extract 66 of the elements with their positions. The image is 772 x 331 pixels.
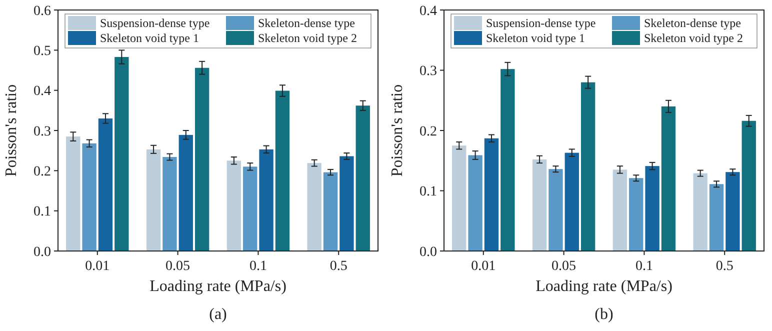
x-tick-label: 0.1: [635, 259, 653, 274]
bar: [500, 69, 515, 251]
y-axis-title: Poisson's ratio: [3, 84, 20, 177]
bar: [178, 134, 193, 251]
bar: [532, 159, 547, 251]
legend-label: Skeleton void type 2: [644, 31, 743, 45]
bar: [226, 160, 242, 251]
bar: [356, 106, 370, 251]
y-tick-label: 0.1: [34, 204, 51, 220]
bar: [243, 166, 258, 251]
bar: [484, 138, 499, 251]
bar: [259, 149, 274, 251]
legend-label: Skeleton void type 2: [258, 31, 357, 45]
bar: [612, 170, 628, 251]
y-tick-label: 0.0: [420, 244, 437, 260]
x-tick-label: 0.5: [716, 259, 734, 274]
legend-label: Skeleton void type 1: [100, 31, 199, 45]
x-axis-title: Loading rate (MPa/s): [150, 278, 286, 295]
y-tick-label: 0.4: [34, 84, 51, 100]
x-tick-label: 0.5: [330, 259, 348, 274]
legend-label: Suspension-dense type: [486, 16, 596, 30]
y-tick-label: 0.4: [420, 4, 437, 19]
x-tick-label: 0.05: [552, 259, 576, 274]
bar: [742, 120, 756, 251]
y-tick-label: 0.0: [34, 244, 51, 260]
x-tick-label: 0.05: [166, 259, 190, 274]
bar: [146, 149, 161, 251]
x-tick-label: 0.01: [471, 259, 496, 274]
legend-label: Suspension-dense type: [100, 16, 210, 30]
y-tick-label: 0.6: [34, 4, 51, 19]
y-axis-title: Poisson's ratio: [389, 84, 406, 177]
text: (b): [594, 306, 614, 323]
bar: [307, 163, 322, 251]
y-tick-label: 0.2: [34, 164, 51, 180]
y-tick-label: 0.1: [420, 184, 437, 200]
bar: [661, 106, 676, 251]
y-tick-label: 0.5: [34, 44, 51, 60]
bar: [468, 155, 482, 251]
y-tick-label: 0.3: [420, 64, 437, 80]
text: (a): [209, 306, 227, 323]
bar: [114, 56, 129, 251]
x-tick-label: 0.1: [249, 259, 267, 274]
bar: [275, 90, 290, 251]
bar: [580, 82, 596, 251]
bar: [452, 146, 466, 251]
bar: [564, 152, 579, 251]
bar: [98, 118, 113, 251]
legend-label: Skeleton void type 1: [486, 31, 585, 45]
legend-label: Skeleton-dense type: [644, 16, 741, 30]
bar: [645, 166, 660, 251]
bar: [709, 184, 724, 251]
x-tick-label: 0.01: [85, 259, 110, 274]
bar: [162, 157, 177, 251]
bar: [66, 136, 80, 251]
bar: [548, 169, 563, 251]
bar: [693, 173, 708, 251]
bar: [629, 178, 644, 251]
bar: [194, 68, 210, 251]
x-axis-title: Loading rate (MPa/s): [536, 278, 672, 295]
y-tick-label: 0.3: [34, 124, 51, 140]
bar: [340, 156, 354, 251]
bar: [82, 143, 96, 251]
legend-label: Skeleton-dense type: [258, 16, 355, 30]
bar: [323, 172, 338, 251]
y-tick-label: 0.2: [420, 124, 437, 140]
bar: [726, 172, 740, 251]
